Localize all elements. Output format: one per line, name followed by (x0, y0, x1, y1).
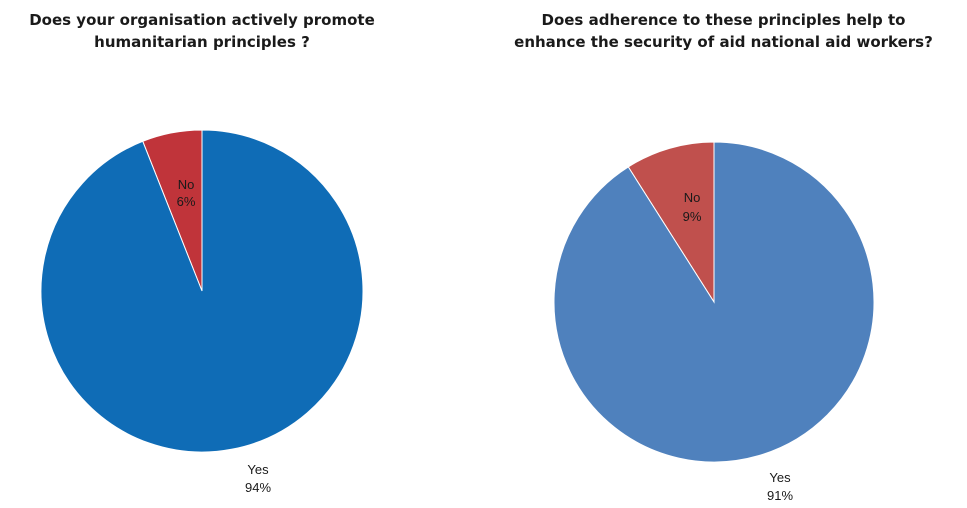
chart-title-line-2: enhance the security of aid national aid… (514, 33, 933, 51)
slice-label-no-value: 6% (177, 194, 196, 209)
pie-slice-yes (40, 129, 364, 453)
slice-label-no-value: 9% (683, 209, 702, 224)
pie-slice-no (627, 141, 715, 304)
pie-chart-left: No 6% Yes 94% (40, 129, 364, 495)
slice-label-yes-name: Yes (769, 470, 791, 485)
slice-label-no-name: No (684, 190, 701, 205)
chart-title: Does your organisation actively promote … (0, 9, 404, 53)
slice-label-no-name: No (178, 177, 195, 192)
chart-title-line-2: humanitarian principles ? (94, 33, 310, 51)
slice-label-yes-value: 94% (245, 480, 271, 495)
chart-left: Does your organisation actively promote … (0, 0, 404, 508)
chart-title: Does adherence to these principles help … (480, 9, 967, 53)
chart-title-line-1: Does adherence to these principles help … (541, 11, 906, 29)
chart-title-line-1: Does your organisation actively promote (29, 11, 375, 29)
pie-slice-yes (553, 141, 875, 463)
slice-label-yes-value: 91% (767, 488, 793, 503)
pie-chart-right: No 9% Yes 91% (553, 141, 875, 503)
slice-label-yes-name: Yes (247, 462, 269, 477)
chart-right: Does adherence to these principles help … (480, 0, 967, 508)
